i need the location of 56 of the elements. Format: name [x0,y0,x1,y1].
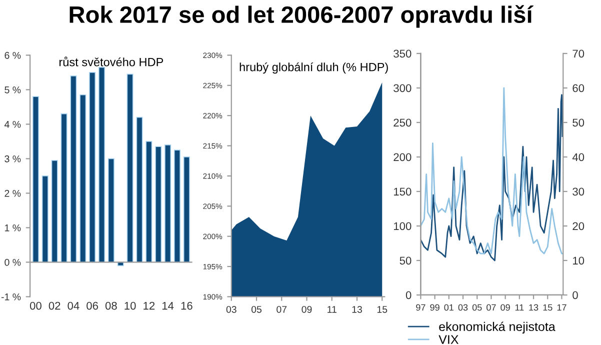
x-tick-label: 01 [444,304,454,311]
y2-tick-label: 10 [573,256,584,265]
y2-tick-label: 70 [572,50,584,58]
y-tick-label: 4 % [4,120,21,128]
x-tick-label: 99 [430,304,440,311]
y-tick-label: 100 [394,222,412,230]
x-tick-label: 05 [472,304,482,311]
y-tick-label: 0 [406,291,412,300]
legend-label: ekonomická nejistota [439,322,556,334]
x-tick-label: 14 [162,302,174,310]
y-tick-label: 50 [400,256,412,265]
x-tick-label: 05 [251,306,262,313]
y-tick-label: -1 % [1,293,21,300]
x-tick-label: 09 [302,306,312,313]
text: Rok 2017 se od let 2006-2007 opravdu liší [70,5,534,28]
y-tick-label: 2 % [4,190,21,197]
y-tick-label: 6 % [4,52,21,59]
text: hrubý globální dluh (% HDP) [240,62,388,74]
legend-label: VIX [438,335,458,344]
y-tick-label: 0 % [4,258,21,266]
x-tick-label: 13 [352,306,362,313]
x-tick-label: 02 [48,302,60,310]
y2-tick-label: 0 [572,291,578,300]
y2-tick-label: 20 [572,222,584,230]
y2-tick-label: 50 [572,118,584,127]
x-tick-label: 15 [543,304,552,311]
y-tick-label: 5 % [4,86,21,94]
x-tick-label: 16 [181,302,192,310]
x-tick-label: 07 [276,306,287,313]
x-tick-label: 13 [529,304,538,311]
x-tick-label: 15 [377,306,388,313]
x-tick-label: 03 [226,306,236,313]
x-tick-label: 08 [105,302,117,310]
x-tick-label: 07 [486,304,496,311]
x-tick-label: 97 [416,304,426,311]
x-tick-label: 10 [124,302,136,310]
y-tick-label: 200 [394,153,412,162]
x-tick-label: 03 [458,304,468,311]
chart-subtitle: růst světového HDP [59,56,164,66]
x-tick-label: 00 [30,302,42,310]
x-tick-label: 17 [557,304,566,311]
y-tick-label: 350 [394,50,412,58]
x-tick-label: 11 [515,304,524,311]
y2-tick-label: 30 [572,188,584,196]
y-tick-label: 1 % [5,224,21,232]
x-tick-label: 06 [86,302,98,310]
x-tick-label: 11 [328,306,336,313]
y-tick-label: 150 [394,188,412,196]
y-tick-label: 3 % [4,155,21,162]
y2-tick-label: 60 [572,84,584,92]
y-tick-label: 300 [394,84,412,92]
x-tick-label: 09 [500,304,510,311]
y-tick-label: 250 [394,118,412,127]
x-tick-label: 04 [68,302,80,310]
y2-tick-label: 40 [572,153,584,162]
x-tick-label: 12 [144,302,155,310]
